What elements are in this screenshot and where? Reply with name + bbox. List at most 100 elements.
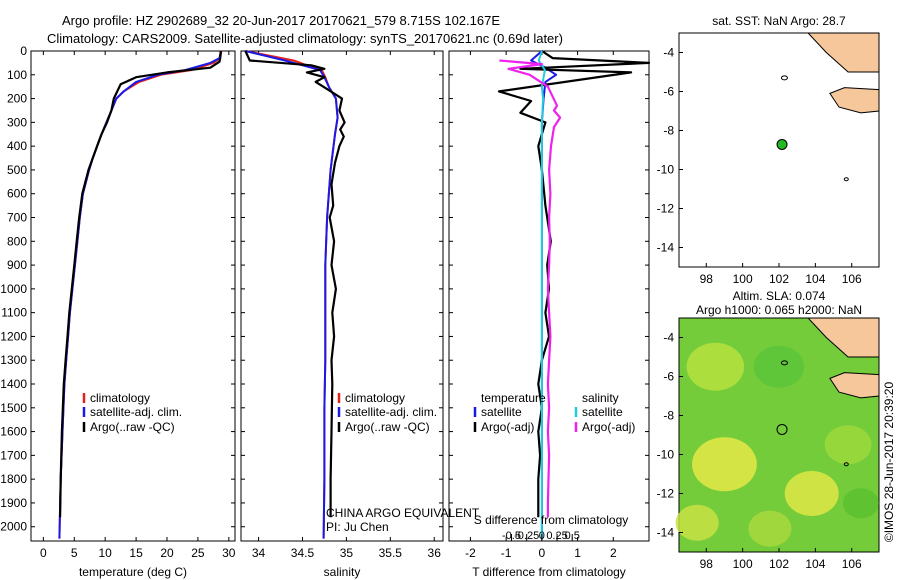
salinity-diff-tick-label: 0.5 xyxy=(565,530,580,542)
depth-tick-label: 400 xyxy=(7,139,27,153)
series-line-argo-raw-qc- xyxy=(59,50,222,518)
map-y-tick-label: -14 xyxy=(657,241,675,255)
series-line-satellite-adj-clim- xyxy=(245,50,339,539)
depth-tick-label: 1600 xyxy=(0,425,27,439)
legend-sal-sat: satellite-adj. clim. xyxy=(345,405,437,419)
map-sst-title: sat. SST: NaN Argo: 28.7 xyxy=(712,14,846,28)
x-tick-label: 2 xyxy=(610,546,617,560)
map-y-tick-label: -6 xyxy=(663,85,674,99)
legend-diff-t-sat: satellite xyxy=(481,405,522,419)
depth-tick-label: 1900 xyxy=(0,496,27,510)
sla-patch xyxy=(753,345,805,388)
legend-temp-clim: climatology xyxy=(90,391,150,405)
legend-diff-s-argo: Argo(-adj) xyxy=(582,420,635,434)
x-tick-label: 20 xyxy=(160,546,174,560)
map-sla-subtitle: Argo h1000: 0.065 h2000: NaN xyxy=(696,303,862,317)
sla-patch xyxy=(824,425,872,465)
legend-diff-t-argo: Argo(-adj) xyxy=(481,420,534,434)
x-tick-label: 35 xyxy=(340,546,354,560)
salinity-diff-tick-label: -0.25 xyxy=(514,530,539,542)
depth-tick-label: 1100 xyxy=(1,306,27,320)
panel-frame-temperature xyxy=(30,50,236,542)
map-x-tick-label: 102 xyxy=(769,272,789,286)
island-enggano xyxy=(780,75,788,81)
depth-tick-label: 1700 xyxy=(0,448,27,462)
x-tick-label: 30 xyxy=(222,546,236,560)
island-enggano xyxy=(780,360,788,366)
land-mass xyxy=(757,317,880,358)
x-axis-label: salinity xyxy=(324,565,361,579)
depth-tick-label: 1000 xyxy=(0,282,27,296)
depth-tick-label: 1800 xyxy=(0,472,27,486)
map-y-tick-label: -4 xyxy=(663,331,674,345)
sla-patch xyxy=(675,504,719,541)
credit-label: ©IMOS 28-Jun-2017 20:39:20 xyxy=(882,382,896,543)
series-line-argo-raw-qc- xyxy=(244,50,346,518)
depth-tick-label: 1400 xyxy=(0,377,27,391)
map-x-tick-label: 104 xyxy=(805,272,825,286)
sla-patch xyxy=(692,437,757,492)
chart-title-line2: Climatology: CARS2009. Satellite-adjuste… xyxy=(47,31,563,46)
argo-position-marker xyxy=(776,423,788,435)
series-line-s-satellite xyxy=(537,50,546,539)
x-axis-label: T difference from climatology xyxy=(472,565,626,579)
land-mass xyxy=(829,87,880,114)
x-tick-label: 5 xyxy=(71,546,78,560)
map-y-tick-label: -10 xyxy=(657,448,675,462)
map-y-tick-label: -12 xyxy=(657,487,675,501)
map-sla-title: Altim. SLA: 0.074 xyxy=(733,289,826,303)
depth-tick-label: 500 xyxy=(7,163,27,177)
depth-tick-label: 100 xyxy=(7,68,27,82)
depth-tick-label: 1300 xyxy=(0,353,27,367)
x-tick-label: 34 xyxy=(252,546,266,560)
x-tick-label: 25 xyxy=(191,546,205,560)
x-tick-label: 10 xyxy=(99,546,113,560)
legend-sal-clim: climatology xyxy=(345,391,405,405)
map-frame-map-sst xyxy=(678,32,880,268)
map-y-tick-label: -4 xyxy=(663,46,674,60)
chart-title-line1: Argo profile: HZ 2902689_32 20-Jun-2017 … xyxy=(62,13,501,28)
map-y-tick-label: -8 xyxy=(663,409,674,423)
salinity-diff-tick-label: 0.25 xyxy=(546,530,567,542)
x-tick-label: 35.5 xyxy=(379,546,403,560)
sla-patch xyxy=(842,488,879,519)
depth-tick-label: 300 xyxy=(7,115,27,129)
map-y-tick-label: -6 xyxy=(663,370,674,384)
panel-frame-salinity xyxy=(240,50,444,542)
map-x-tick-label: 100 xyxy=(733,272,753,286)
map-x-tick-label: 104 xyxy=(805,557,825,571)
sla-patch xyxy=(686,342,745,391)
series-line-s-argo-adj- xyxy=(499,59,562,518)
map-y-tick-label: -10 xyxy=(657,163,675,177)
map-x-tick-label: 100 xyxy=(733,557,753,571)
sla-patch xyxy=(748,510,792,547)
depth-tick-label: 600 xyxy=(7,187,27,201)
map-x-tick-label: 106 xyxy=(842,557,862,571)
map-y-tick-label: -8 xyxy=(663,124,674,138)
map-x-tick-label: 98 xyxy=(700,272,714,286)
salinity-diff-tick-label: 0 xyxy=(539,530,545,542)
x-tick-label: 0 xyxy=(40,546,47,560)
depth-tick-label: 900 xyxy=(7,258,27,272)
x-tick-label: -2 xyxy=(465,546,476,560)
x-tick-label: 0 xyxy=(539,546,546,560)
depth-tick-label: 1200 xyxy=(0,329,27,343)
legend-diff-sal-head: salinity xyxy=(582,391,619,405)
salinity-diff-axis-label: S difference from climatology xyxy=(474,513,629,527)
note-line1: CHINA ARGO EQUIVALENT xyxy=(326,506,480,520)
legend-diff-temp-head: temperature xyxy=(481,391,546,405)
x-axis-label: temperature (deg C) xyxy=(79,565,187,579)
depth-tick-label: 200 xyxy=(7,92,27,106)
map-y-tick-label: -12 xyxy=(657,202,675,216)
x-tick-label: 36 xyxy=(428,546,442,560)
legend-diff-s-sat: satellite xyxy=(582,405,623,419)
map-x-tick-label: 102 xyxy=(769,557,789,571)
argo-position-marker xyxy=(776,138,788,150)
island-christmas xyxy=(843,462,849,467)
salinity-diff-tick-label: -0.5 xyxy=(502,530,521,542)
note-line2: PI: Ju Chen xyxy=(326,520,389,534)
sla-patch xyxy=(784,471,839,516)
depth-tick-label: 700 xyxy=(7,211,27,225)
x-tick-label: 34.5 xyxy=(291,546,315,560)
